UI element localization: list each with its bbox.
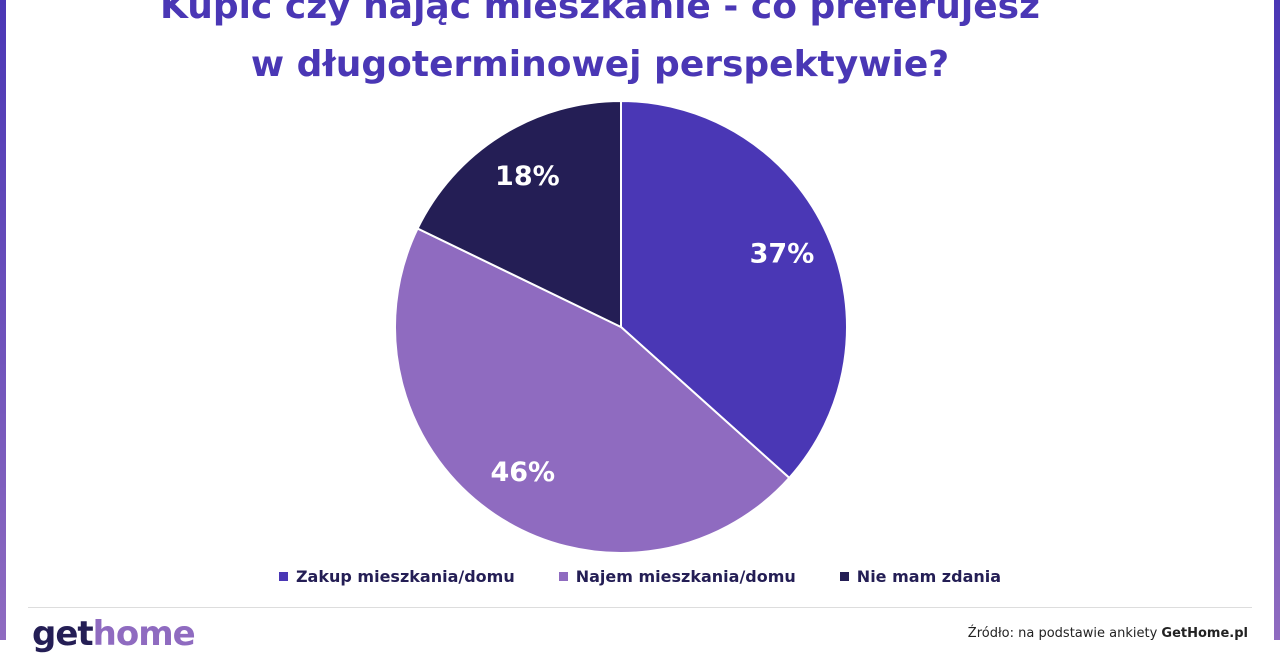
logo-text: home [92,614,196,654]
logo: gethome [32,614,196,654]
source-site: GetHome.pl [1161,626,1248,641]
legend-label: Najem mieszkania/domu [575,567,796,586]
edge [0,0,6,640]
edge [1274,0,1280,640]
legend-swatch [839,572,849,581]
divider [28,607,1252,608]
legend-item: Zakup mieszkania/domu [278,567,515,586]
legend-item: Najem mieszkania/domu [558,567,796,586]
legend: Zakup mieszkania/domu Najem mieszkania/do… [0,567,1280,586]
chart-title: Kupić czy nająć mieszkanie - co preferuj… [159,0,1040,85]
source: Źródło: na podstawie ankiety GetHome.pl [968,626,1248,641]
legend-swatch [558,572,568,581]
pie-slice [394,227,791,554]
legend-item: Nie mam zdania [839,567,1002,586]
source-text: Źródło: na podstawie ankiety [967,626,1158,641]
logo-text: get [32,614,94,654]
data-label: 18% [495,161,560,192]
data-label: 37% [750,239,815,270]
legend-label: Zakup mieszkania/domu [295,567,515,586]
pie-slice [416,99,622,329]
legend-label: Nie mam zdania [856,567,1002,586]
data-label: 46% [490,457,555,488]
chart: 37% 46% 18% [394,99,848,554]
legend-swatch [278,572,288,581]
pie-slice [620,99,848,480]
